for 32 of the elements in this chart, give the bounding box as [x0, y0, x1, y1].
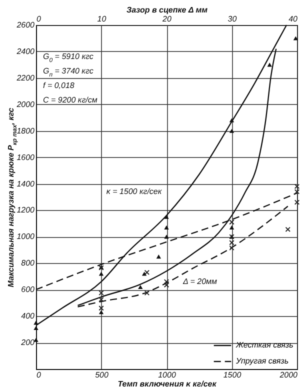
y-tick-label: 1400: [16, 179, 36, 188]
annotation: C = 9200 кг/см: [43, 96, 98, 104]
x2-axis-title: Зазор в сцепке Δ мм: [126, 6, 208, 14]
legend-label: Упругая связь: [235, 356, 289, 366]
x2-tick-label: 20: [162, 14, 172, 24]
y-tick-label: 2600: [16, 20, 36, 30]
y-tick-label: 400: [21, 312, 36, 321]
x-tick-label: 1000: [158, 370, 176, 380]
y-tick-label: 600: [21, 285, 36, 294]
y-tick-label: 1600: [16, 152, 36, 162]
annotation: G$_{0}$ = 5910 кгс: [43, 52, 94, 64]
annotation: G$_{п}$ = 3740 кгс: [43, 66, 94, 78]
y-tick-label: 1000: [16, 232, 36, 242]
x2-tick-label: 0: [36, 14, 42, 24]
y-tick-label: 1200: [16, 206, 36, 215]
x-tick-label: 2000: [278, 370, 298, 380]
x-tick-label: 0: [36, 370, 42, 380]
annotation: f = 0,018: [43, 81, 75, 90]
y-tick-label: 1800: [16, 126, 36, 136]
annotation: κ = 1500 кг/сек: [106, 187, 163, 196]
y-tick-label: 2400: [16, 46, 36, 56]
y-tick-label: 2000: [16, 100, 36, 109]
x2-tick-label: 30: [228, 14, 238, 24]
y-tick-label: 2200: [16, 73, 36, 82]
x-axis-title: Темп включения κ кг/сек: [118, 380, 218, 388]
x-tick-label: 500: [95, 370, 109, 380]
annotation: Δ = 20мм: [182, 277, 218, 286]
y-tick-label: 800: [21, 258, 36, 268]
y-tick-label: 200: [20, 338, 36, 348]
x2-tick-label: 40: [288, 14, 298, 24]
x2-tick-label: 10: [97, 14, 107, 24]
x-tick-label: 1500: [223, 370, 242, 380]
